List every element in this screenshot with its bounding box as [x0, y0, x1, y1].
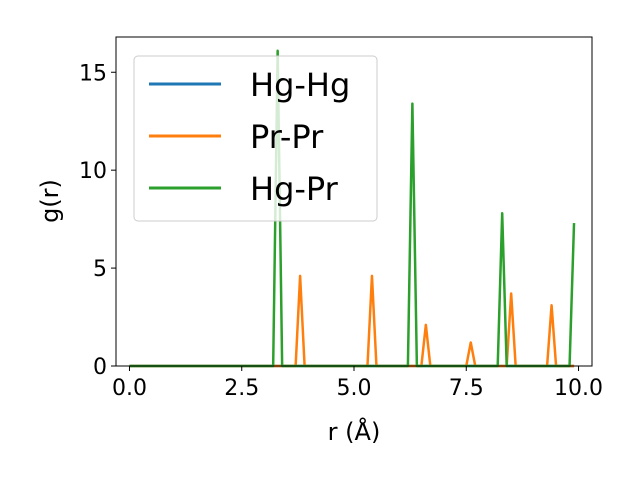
y-axis-label: g(r)	[36, 179, 64, 223]
x-tick-label: 7.5	[449, 376, 484, 401]
x-tick-label: 0.0	[112, 376, 147, 401]
y-tick-label: 0	[93, 355, 107, 380]
x-tick-label: 5.0	[337, 376, 372, 401]
y-tick-label: 15	[79, 61, 107, 86]
legend-label-pr-pr: Pr-Pr	[250, 118, 324, 156]
legend-label-hg-hg: Hg-Hg	[250, 66, 350, 104]
legend: Hg-Hg Pr-Pr Hg-Pr	[133, 55, 378, 222]
x-axis-label: r (Å)	[328, 417, 381, 446]
legend-label-hg-pr: Hg-Pr	[250, 170, 339, 208]
x-tick-label: 2.5	[224, 376, 259, 401]
y-tick-label: 5	[93, 257, 107, 282]
legend-box	[133, 55, 378, 222]
y-axis: 0 5 10 15	[79, 61, 116, 380]
x-tick-label: 10.0	[554, 376, 603, 401]
y-tick-label: 10	[79, 159, 107, 184]
x-axis: 0.0 2.5 5.0 7.5 10.0	[112, 366, 603, 401]
